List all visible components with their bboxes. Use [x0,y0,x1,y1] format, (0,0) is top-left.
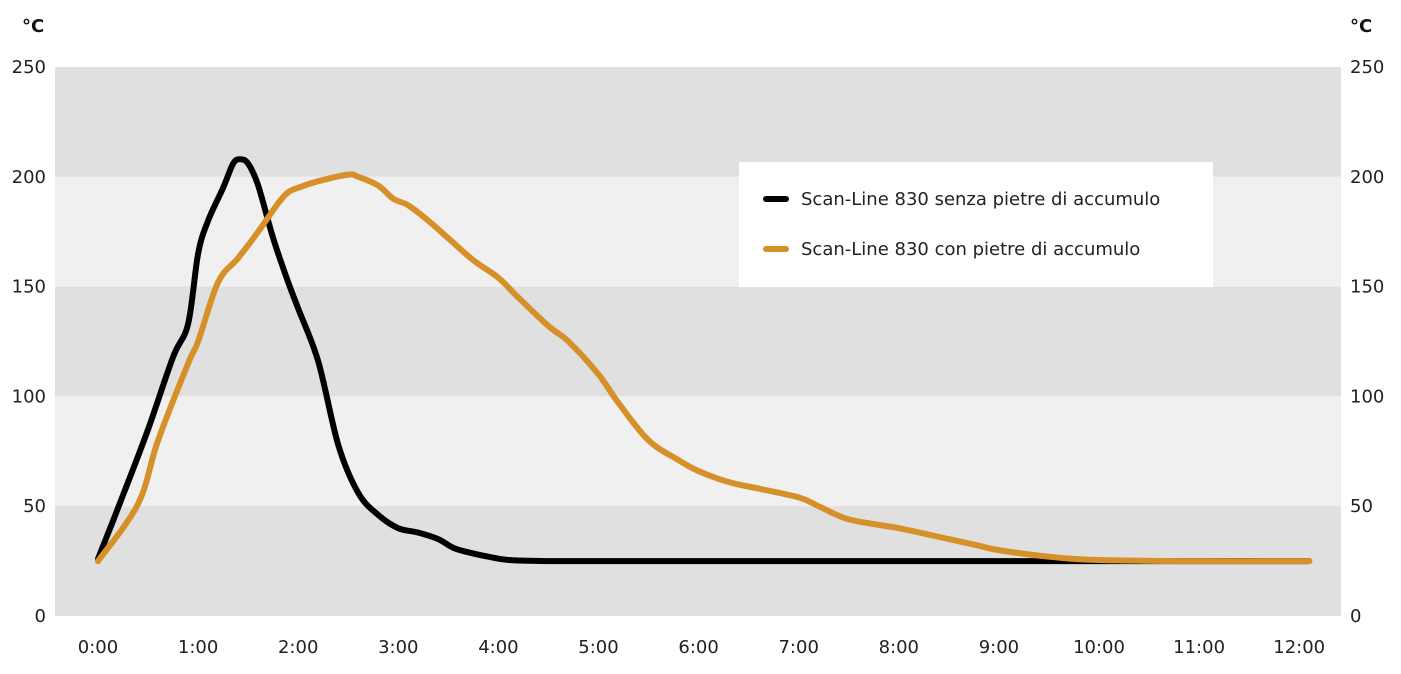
x-tick-label: 12:00 [1273,637,1325,658]
y-axis-right: 0 50 100 150 200 250 [1350,57,1384,627]
series-layer [95,156,1313,565]
x-tick-label: 11:00 [1173,637,1225,658]
x-axis: 0:00 1:00 2:00 3:00 4:00 5:00 6:00 7:00 8:00 9:00… [78,637,1325,658]
legend-box [739,162,1213,287]
y-tick-label-left: 100 [12,386,46,407]
x-tick-label: 3:00 [378,637,418,658]
x-tick-label: 4:00 [478,637,518,658]
x-tick-label: 7:00 [778,637,818,658]
y-tick-label-left: 0 [35,606,46,627]
x-tick-label: 6:00 [678,637,718,658]
x-tick-label: 8:00 [879,637,919,658]
y-axis-left-unit: °C [22,16,44,37]
y-tick-label-left: 200 [12,167,46,188]
y-tick-label-right: 150 [1350,277,1384,298]
plot-band [55,67,1341,177]
x-tick-label: 5:00 [578,637,618,658]
legend-label: Scan-Line 830 con pietre di accumulo [801,239,1140,260]
x-tick-label: 10:00 [1073,637,1125,658]
series-line-2 [95,171,1313,565]
y-tick-label-left: 150 [12,277,46,298]
y-tick-label-right: 100 [1350,386,1384,407]
x-tick-label: 2:00 [278,637,318,658]
y-tick-label-left: 50 [23,496,46,517]
legend: Scan-Line 830 senza pietre di accumulo Sc… [739,162,1213,287]
plot-band [55,396,1341,507]
y-axis-right-unit: °C [1350,16,1372,37]
y-tick-label-right: 200 [1350,167,1384,188]
x-tick-label: 9:00 [979,637,1019,658]
plot-band [55,286,1341,397]
x-tick-label: 0:00 [78,637,118,658]
y-tick-label-left: 250 [12,57,46,78]
series-line-1 [95,156,1313,565]
y-tick-label-right: 50 [1350,496,1373,517]
x-tick-label: 1:00 [178,637,218,658]
legend-label: Scan-Line 830 senza pietre di accumulo [801,189,1160,210]
y-tick-label-right: 250 [1350,57,1384,78]
plot-background-bands [55,67,1341,616]
y-axis-left: 0 50 100 150 200 250 [12,57,46,627]
y-tick-label-right: 0 [1350,606,1361,627]
